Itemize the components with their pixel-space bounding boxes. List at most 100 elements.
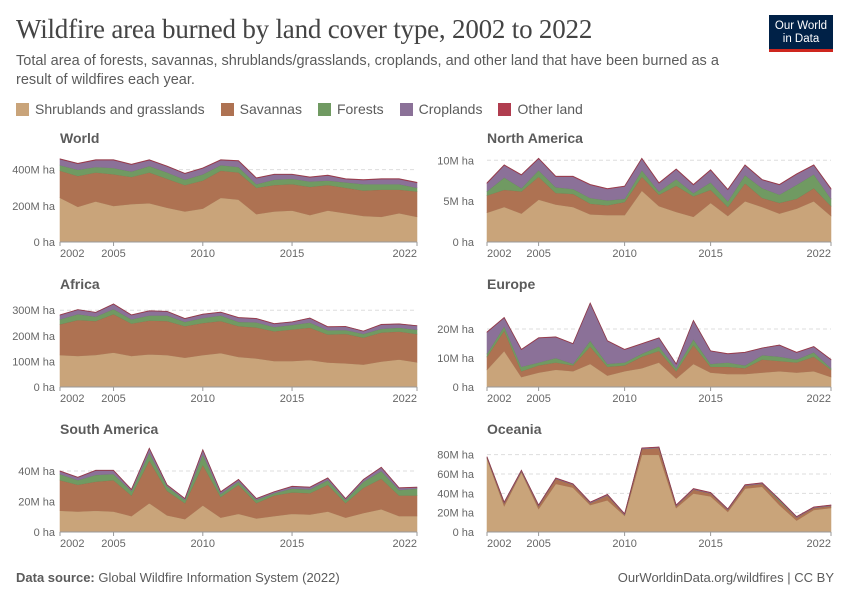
legend-swatch xyxy=(498,102,512,116)
x-tick-label: 2015 xyxy=(698,248,722,260)
area-edge-other xyxy=(59,447,418,500)
legend-label: Savannas xyxy=(239,101,302,117)
area-savanna[interactable] xyxy=(59,459,418,520)
x-tick-label: 2022 xyxy=(807,248,831,260)
data-source: Data source: Global Wildfire Information… xyxy=(16,570,340,585)
legend-item-other[interactable]: Other land xyxy=(498,101,583,117)
area-edge-other xyxy=(486,446,832,517)
x-tick-label: 2005 xyxy=(526,393,550,405)
panel-title: North America xyxy=(487,130,583,146)
legend-item-crop[interactable]: Croplands xyxy=(399,101,483,117)
x-tick-label: 2005 xyxy=(526,248,550,260)
area-other[interactable] xyxy=(59,158,418,184)
panel-south-america: South America 0 ha 20M ha 40M ha 2002 2005 201… xyxy=(18,421,418,550)
chart-title: Wildfire area burned by land cover type,… xyxy=(16,14,593,44)
panel-title: South America xyxy=(60,421,158,437)
panel-oceania: Oceania 0 ha 20M ha 40M ha 60M ha 80M ha 2002 2… xyxy=(437,421,832,550)
y-tick-label: 0 ha xyxy=(453,382,475,394)
x-tick-label: 2022 xyxy=(807,393,831,405)
x-tick-label: 2010 xyxy=(191,393,215,405)
y-tick-label: 200M ha xyxy=(12,331,56,343)
x-tick-label: 2015 xyxy=(280,538,304,550)
area-other[interactable] xyxy=(59,303,418,332)
y-tick-label: 5M ha xyxy=(443,196,474,208)
x-tick-label: 2005 xyxy=(101,248,125,260)
x-tick-label: 2015 xyxy=(698,538,722,550)
x-tick-label: 2002 xyxy=(487,248,511,260)
x-tick-label: 2010 xyxy=(612,393,636,405)
legend-swatch xyxy=(399,102,413,116)
legend: Shrublands and grasslands Savannas Forests… xyxy=(16,101,583,117)
x-tick-label: 2005 xyxy=(526,538,550,550)
x-tick-label: 2005 xyxy=(101,393,125,405)
x-tick-label: 2002 xyxy=(60,248,84,260)
y-tick-label: 200M ha xyxy=(12,201,56,213)
x-tick-label: 2022 xyxy=(393,393,417,405)
y-tick-label: 0 ha xyxy=(453,527,475,539)
area-other[interactable] xyxy=(486,446,832,518)
legend-item-savanna[interactable]: Savannas xyxy=(220,101,302,117)
y-tick-label: 400M ha xyxy=(12,165,56,177)
area-edge-other xyxy=(486,157,832,190)
area-edge-other xyxy=(486,301,832,365)
chart-subtitle: Total area of forests, savannas, shrubla… xyxy=(16,53,719,88)
panel-europe: Europe 0 ha 10M ha 20M ha 2002 2005 2010 2015 20… xyxy=(437,276,832,405)
area-edge-other xyxy=(59,303,418,332)
data-source-text[interactable]: Global Wildfire Information System (2022… xyxy=(98,570,340,585)
footer-link[interactable]: OurWorldinData.org/wildfires | CC BY xyxy=(617,570,834,585)
panel-title: World xyxy=(60,130,99,146)
x-tick-label: 2022 xyxy=(393,538,417,550)
legend-swatch xyxy=(317,102,331,116)
x-tick-label: 2010 xyxy=(612,538,636,550)
logo-line-1: Our World xyxy=(774,20,828,32)
y-tick-label: 80M ha xyxy=(437,450,475,462)
x-tick-label: 2005 xyxy=(101,538,125,550)
panel-africa: Africa 0 ha 100M ha 200M ha 300M ha 2002 2005 2… xyxy=(12,276,418,405)
owid-logo[interactable]: Our World in Data xyxy=(769,15,833,52)
logo-line-2: in Data xyxy=(782,33,820,45)
legend-item-forest[interactable]: Forests xyxy=(317,101,384,117)
panel-title: Africa xyxy=(60,276,100,292)
x-tick-label: 2010 xyxy=(191,538,215,550)
y-tick-label: 100M ha xyxy=(12,356,56,368)
y-tick-label: 20M ha xyxy=(437,508,475,520)
x-tick-label: 2015 xyxy=(698,393,722,405)
legend-label: Other land xyxy=(517,101,583,117)
y-tick-label: 60M ha xyxy=(437,469,475,481)
y-tick-label: 0 ha xyxy=(453,237,475,249)
panel-title: Europe xyxy=(487,276,535,292)
y-tick-label: 10M ha xyxy=(437,353,475,365)
y-tick-label: 0 ha xyxy=(34,382,56,394)
area-other[interactable] xyxy=(486,302,832,365)
x-tick-label: 2002 xyxy=(487,538,511,550)
x-tick-label: 2022 xyxy=(393,248,417,260)
x-tick-label: 2015 xyxy=(280,393,304,405)
legend-label: Croplands xyxy=(418,101,483,117)
y-tick-label: 300M ha xyxy=(12,305,56,317)
area-other[interactable] xyxy=(59,447,418,500)
y-tick-label: 0 ha xyxy=(34,237,56,249)
y-tick-label: 10M ha xyxy=(437,155,475,167)
panel-title: Oceania xyxy=(487,421,542,437)
x-tick-label: 2010 xyxy=(612,248,636,260)
legend-swatch xyxy=(220,102,234,116)
x-tick-label: 2015 xyxy=(280,248,304,260)
y-tick-label: 40M ha xyxy=(437,488,475,500)
y-tick-label: 40M ha xyxy=(18,466,56,478)
y-tick-label: 0 ha xyxy=(34,527,56,539)
x-tick-label: 2002 xyxy=(60,393,84,405)
legend-label: Shrublands and grasslands xyxy=(35,101,205,117)
area-other[interactable] xyxy=(486,157,832,191)
panel-world: World 0 ha 200M ha 400M ha 2002 2005 2010 2015 2… xyxy=(12,130,418,260)
x-tick-label: 2002 xyxy=(487,393,511,405)
y-tick-label: 20M ha xyxy=(437,324,475,336)
area-edge-other xyxy=(59,158,418,183)
x-tick-label: 2002 xyxy=(60,538,84,550)
panel-north-america: North America 0 ha 5M ha 10M ha 2002 2005 2010… xyxy=(437,130,832,260)
x-tick-label: 2022 xyxy=(807,538,831,550)
x-tick-label: 2010 xyxy=(191,248,215,260)
legend-item-shrub[interactable]: Shrublands and grasslands xyxy=(16,101,205,117)
y-tick-label: 20M ha xyxy=(18,496,56,508)
legend-swatch xyxy=(16,102,29,116)
